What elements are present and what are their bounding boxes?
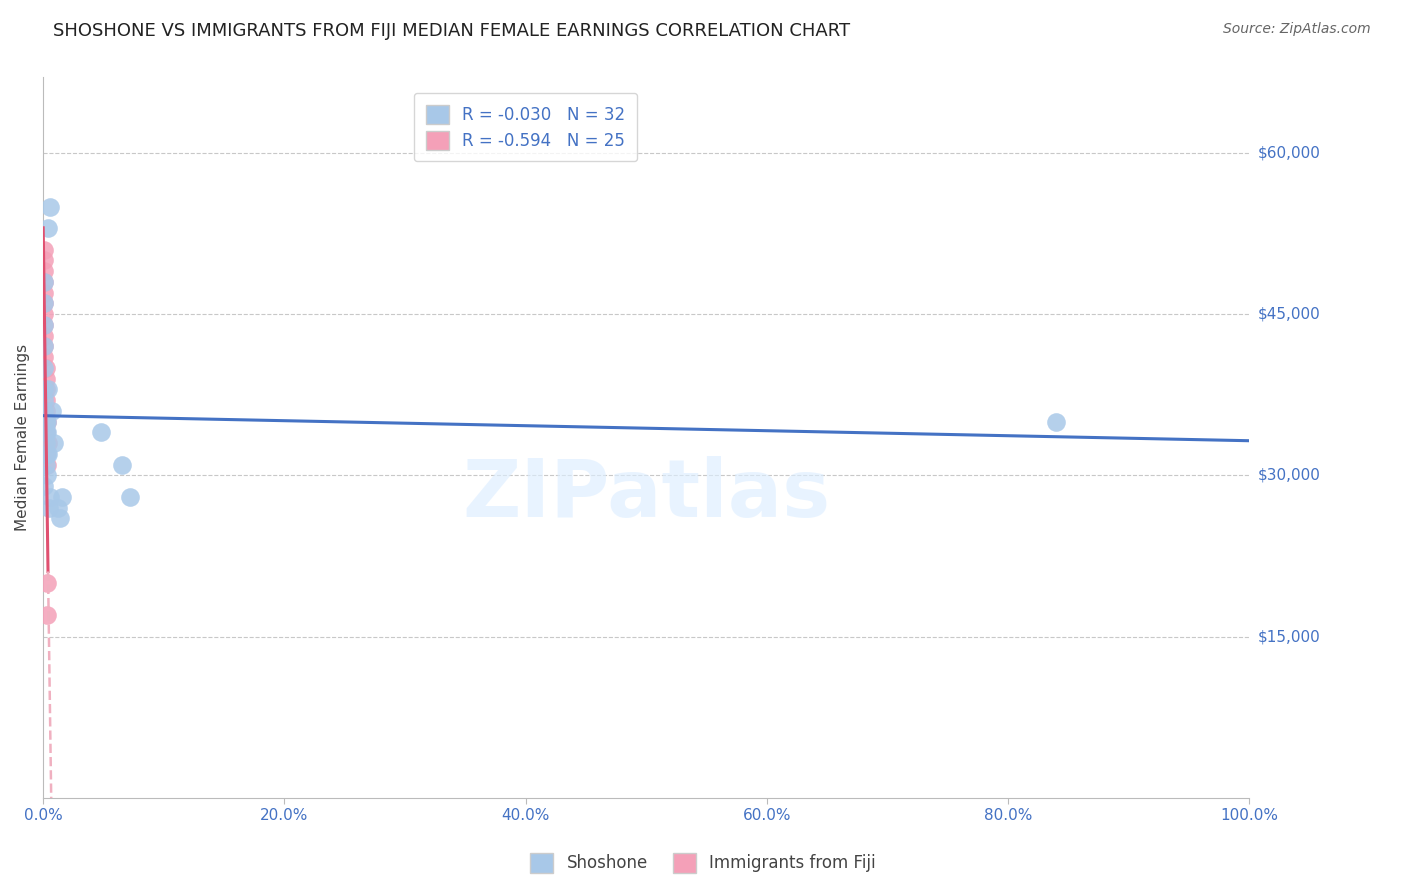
Point	[34, 415, 56, 429]
Point	[34, 275, 56, 289]
Text: Source: ZipAtlas.com: Source: ZipAtlas.com	[1223, 22, 1371, 37]
Point	[46, 500, 69, 515]
Point	[35, 415, 58, 429]
Point	[34, 339, 56, 353]
Text: $30,000: $30,000	[1258, 468, 1320, 483]
Point	[34, 404, 56, 418]
Point	[34, 350, 56, 364]
Point	[38, 500, 60, 515]
Point	[49, 511, 72, 525]
Point	[34, 436, 56, 450]
Point	[37, 436, 59, 450]
Point	[35, 447, 58, 461]
Point	[34, 296, 56, 310]
Point	[34, 307, 56, 321]
Point	[35, 608, 58, 623]
Y-axis label: Median Female Earnings: Median Female Earnings	[15, 344, 30, 532]
Point	[34, 318, 56, 332]
Text: $15,000: $15,000	[1258, 629, 1320, 644]
Point	[34, 458, 56, 472]
Point	[41, 404, 63, 418]
Point	[34, 447, 56, 461]
Point	[35, 458, 58, 472]
Point	[1045, 415, 1067, 429]
Point	[34, 275, 56, 289]
Point	[35, 415, 58, 429]
Point	[34, 253, 56, 268]
Point	[35, 576, 58, 591]
Point	[110, 458, 132, 472]
Point	[34, 382, 56, 396]
Point	[34, 371, 56, 385]
Point	[34, 425, 56, 440]
Point	[34, 360, 56, 375]
Point	[34, 436, 56, 450]
Text: $45,000: $45,000	[1258, 307, 1320, 321]
Point	[34, 382, 56, 396]
Text: $60,000: $60,000	[1258, 145, 1320, 161]
Point	[37, 382, 59, 396]
Point	[37, 221, 59, 235]
Point	[34, 243, 56, 257]
Point	[34, 479, 56, 493]
Point	[34, 393, 56, 408]
Point	[34, 328, 56, 343]
Point	[42, 436, 65, 450]
Text: ZIPatlas: ZIPatlas	[463, 457, 831, 534]
Point	[34, 404, 56, 418]
Point	[37, 447, 59, 461]
Legend: R = -0.030   N = 32, R = -0.594   N = 25: R = -0.030 N = 32, R = -0.594 N = 25	[415, 93, 637, 161]
Point	[34, 415, 56, 429]
Point	[34, 318, 56, 332]
Point	[35, 468, 58, 483]
Point	[34, 360, 56, 375]
Legend: Shoshone, Immigrants from Fiji: Shoshone, Immigrants from Fiji	[523, 847, 883, 880]
Point	[34, 264, 56, 278]
Point	[34, 339, 56, 353]
Point	[39, 490, 62, 504]
Point	[90, 425, 112, 440]
Point	[34, 296, 56, 310]
Point	[118, 490, 141, 504]
Point	[34, 285, 56, 300]
Point	[34, 425, 56, 440]
Point	[39, 200, 62, 214]
Text: SHOSHONE VS IMMIGRANTS FROM FIJI MEDIAN FEMALE EARNINGS CORRELATION CHART: SHOSHONE VS IMMIGRANTS FROM FIJI MEDIAN …	[53, 22, 851, 40]
Point	[51, 490, 73, 504]
Point	[35, 425, 58, 440]
Point	[34, 393, 56, 408]
